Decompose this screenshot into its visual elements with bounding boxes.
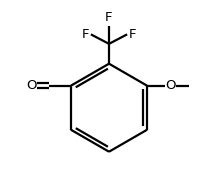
- Text: O: O: [165, 79, 176, 92]
- Text: F: F: [105, 11, 113, 24]
- Text: F: F: [128, 28, 136, 41]
- Text: F: F: [82, 28, 90, 41]
- Text: O: O: [26, 79, 36, 92]
